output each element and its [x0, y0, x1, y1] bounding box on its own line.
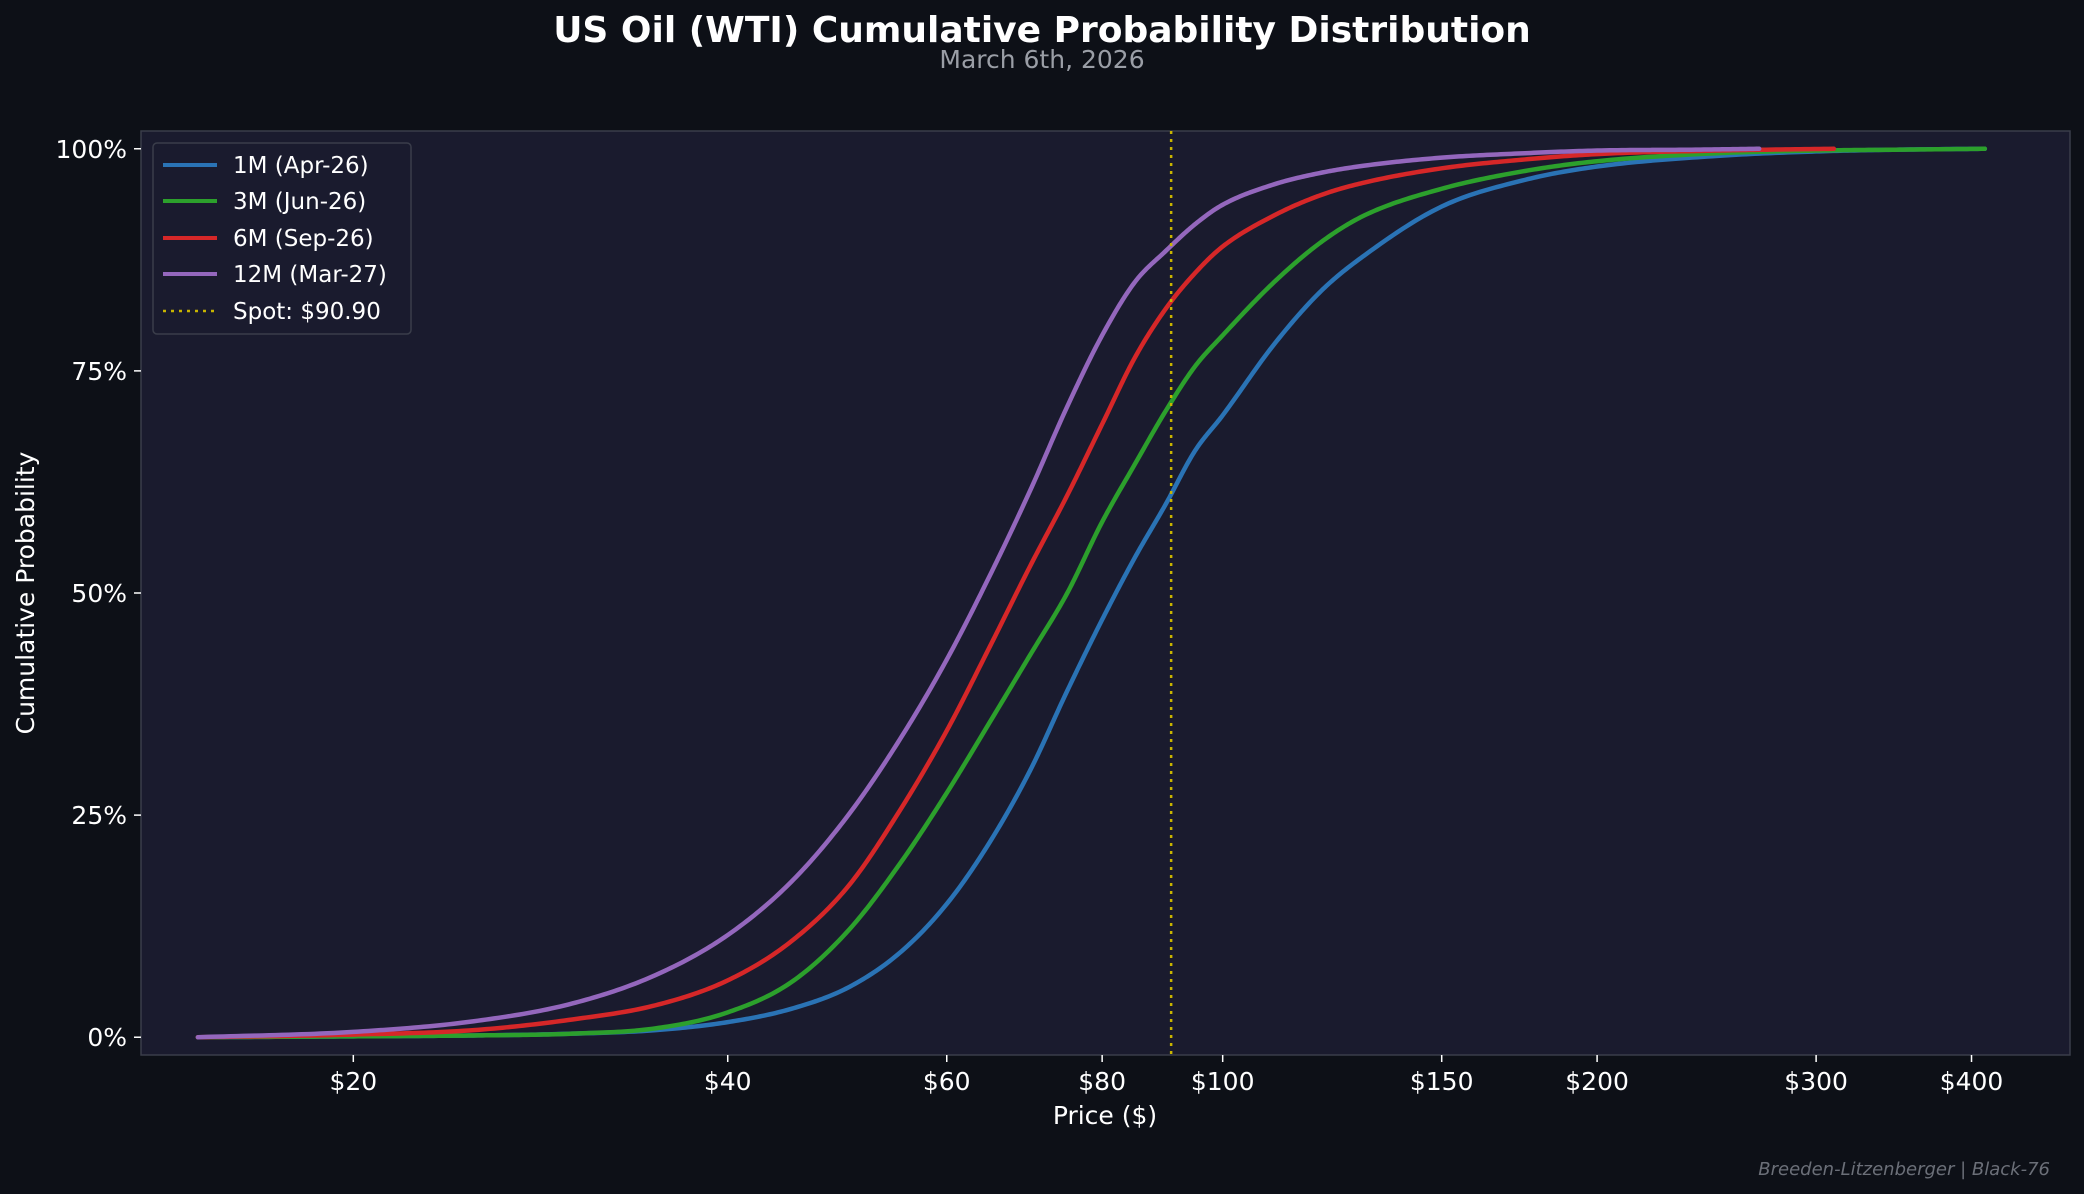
legend-label-3m: 3M (Jun-26): [233, 189, 366, 215]
series-line-1m: [195, 146, 1988, 1040]
x-tick-label: $150: [1410, 1067, 1474, 1096]
y-tick-label: 25%: [71, 801, 127, 830]
legend-label-6m: 6M (Sep-26): [233, 226, 374, 252]
series-line-12m: [195, 146, 1762, 1040]
y-tick-label: 0%: [87, 1023, 127, 1052]
legend-label-1m: 1M (Apr-26): [233, 153, 369, 179]
series-layer: [195, 146, 1988, 1040]
x-tick-label: $80: [1078, 1067, 1126, 1096]
x-tick-label: $200: [1565, 1067, 1629, 1096]
x-axis-label: Price ($): [1053, 1101, 1157, 1130]
y-axis-label: Cumulative Probability: [11, 451, 40, 734]
x-tick-label: $60: [923, 1067, 971, 1096]
y-tick-label: 100%: [56, 135, 127, 164]
y-tick-label: 75%: [71, 357, 127, 386]
x-tick-label: $20: [329, 1067, 377, 1096]
y-axis-ticks: 0% 25% 50% 75% 100%: [56, 135, 141, 1052]
legend-box: [152, 142, 412, 335]
method-footer: Breeden-Litzenberger | Black-76: [1758, 1159, 2050, 1180]
legend-label-spot: Spot: $90.90: [233, 299, 381, 325]
legend: 1M (Apr-26) 3M (Jun-26) 6M (Sep-26) 12M …: [152, 142, 412, 335]
x-tick-label: $300: [1784, 1067, 1848, 1096]
x-tick-label: $100: [1191, 1067, 1255, 1096]
x-tick-label: $400: [1940, 1067, 2004, 1096]
x-axis-ticks: $20 $40 $60 $80 $100 $150 $200 $300 $400: [329, 1055, 2003, 1096]
series-line-3m: [195, 146, 1988, 1040]
series-line-6m: [195, 146, 1837, 1040]
chart-subtitle: March 6th, 2026: [939, 45, 1144, 74]
chart-title: US Oil (WTI) Cumulative Probability Dist…: [553, 10, 1531, 51]
legend-label-12m: 12M (Mar-27): [233, 262, 387, 288]
plot-area: [140, 130, 2071, 1056]
x-tick-label: $40: [704, 1067, 752, 1096]
y-tick-label: 50%: [71, 579, 127, 608]
